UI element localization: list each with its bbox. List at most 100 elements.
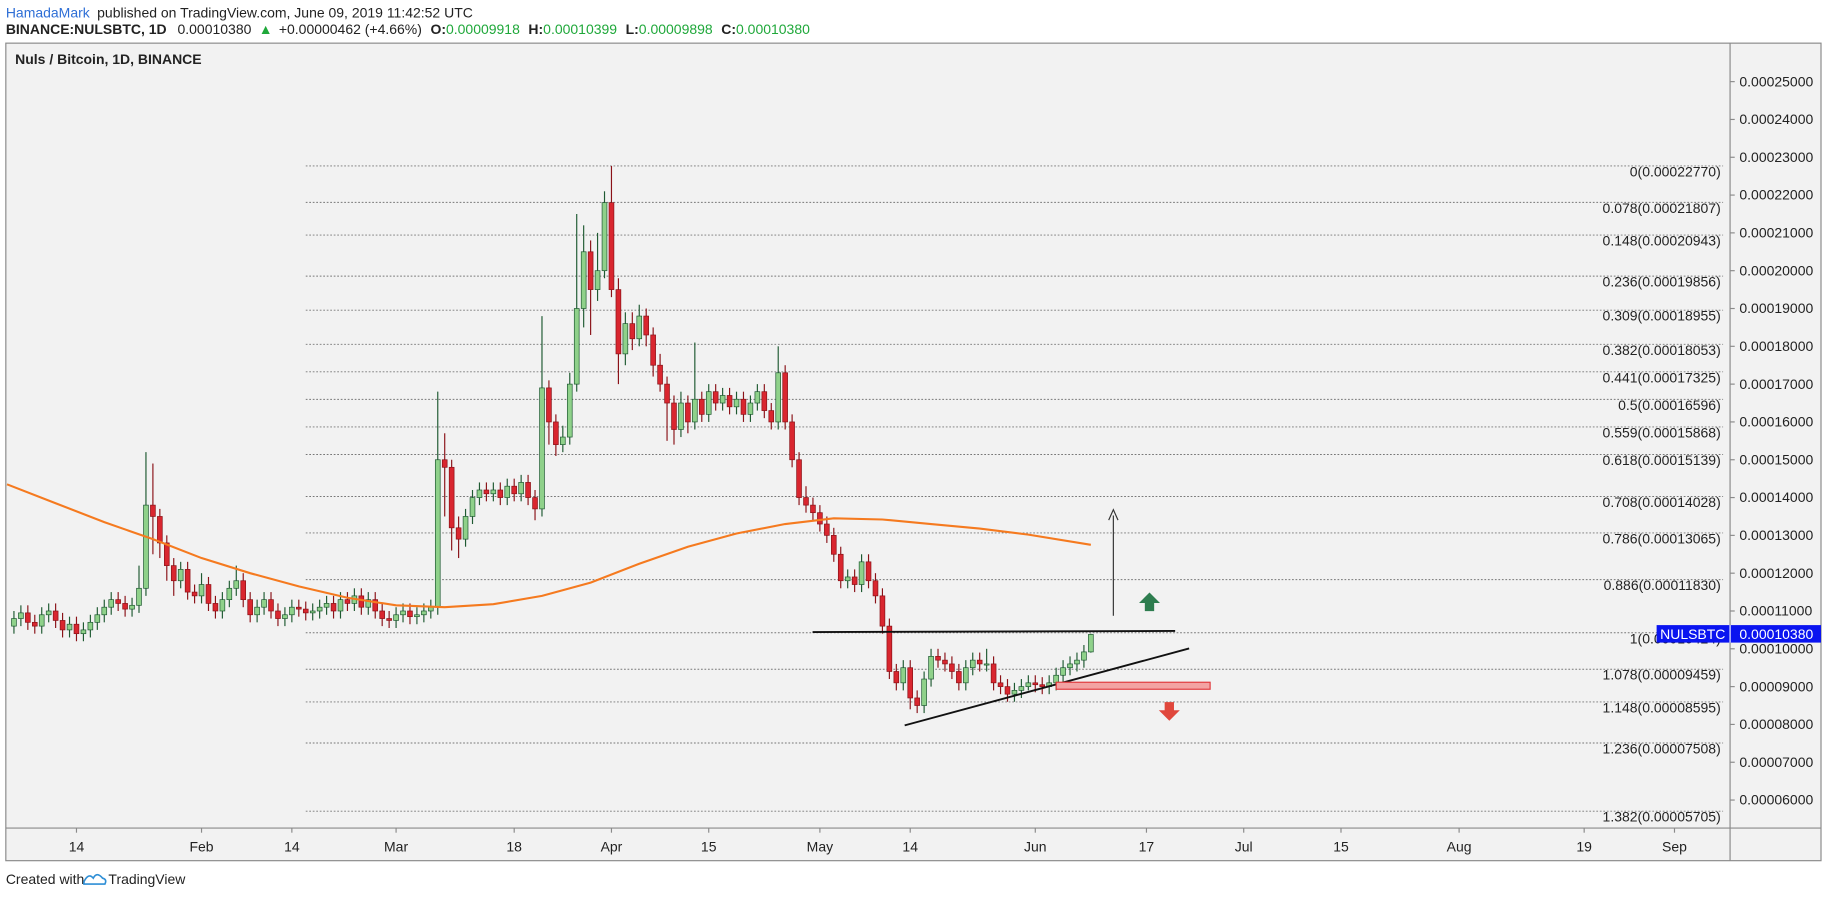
candle-body	[1074, 659, 1080, 665]
candle-body	[671, 402, 677, 430]
candle-body	[94, 614, 101, 623]
candle-body	[407, 610, 413, 618]
candle-body	[824, 523, 830, 536]
candle-body	[365, 599, 372, 608]
candle-body	[560, 436, 566, 445]
candle-body	[212, 603, 219, 612]
candle-body	[629, 323, 636, 340]
candle-body	[1067, 663, 1073, 669]
candle-body	[865, 561, 872, 582]
l-label: L:	[626, 21, 639, 37]
candle-body	[831, 535, 837, 555]
candle-body	[379, 610, 385, 619]
candle-body	[580, 251, 587, 309]
candle-body	[608, 202, 615, 290]
candle-body	[532, 497, 538, 510]
candle-body	[73, 623, 80, 635]
candle-body	[1011, 690, 1018, 695]
candle-body	[747, 402, 754, 415]
candle-body	[956, 671, 962, 684]
symbol: BINANCE:NULSBTC, 1D	[6, 21, 167, 37]
candle-body	[796, 459, 802, 498]
candle-body	[226, 587, 233, 600]
candle-body	[594, 270, 601, 290]
y-tick-label: 0.00019000	[1739, 300, 1813, 316]
candle-body	[1060, 667, 1066, 676]
candle-body	[678, 402, 684, 430]
candle-body	[615, 289, 622, 355]
y-tick-label: 0.00024000	[1739, 111, 1813, 127]
y-tick-label: 0.00007000	[1739, 754, 1813, 770]
candle-body	[1018, 686, 1025, 691]
candle-body	[879, 595, 886, 627]
candle-body	[546, 387, 552, 423]
y-tick-label: 0.00006000	[1739, 792, 1813, 808]
x-tick-label: 14	[284, 838, 300, 854]
up-arrow: ▲	[259, 21, 273, 37]
fib-label: 0.559(0.00015868)	[1603, 424, 1721, 440]
fib-label: 0.708(0.00014028)	[1603, 494, 1721, 510]
candle-body	[448, 466, 455, 529]
candle-body	[587, 251, 594, 290]
chart-title: Nuls / Bitcoin, 1D, BINANCE	[15, 51, 201, 67]
fib-label: 0.309(0.00018955)	[1603, 308, 1721, 324]
candle-body	[434, 459, 441, 608]
candle-body	[45, 610, 52, 616]
x-tick-label: 14	[902, 838, 918, 854]
candle-body	[32, 621, 38, 627]
candle-body	[11, 618, 17, 627]
target-arrow-head	[1108, 508, 1119, 521]
author[interactable]: HamadaMark	[6, 4, 91, 20]
y-tick-label: 0.00022000	[1739, 187, 1813, 203]
candle-body	[240, 580, 247, 600]
candle-body	[170, 565, 177, 582]
y-tick-label: 0.00013000	[1739, 527, 1813, 543]
x-tick-label: 17	[1139, 838, 1155, 854]
footer-created: Created with	[6, 871, 85, 887]
h-value: 0.00010399	[543, 21, 617, 37]
candle-body	[525, 482, 531, 498]
fib-label: 0.5(0.00016596)	[1618, 397, 1721, 413]
y-tick-label: 0.00008000	[1739, 716, 1813, 732]
candle-body	[205, 584, 212, 604]
candle-body	[511, 485, 517, 495]
candle-body	[275, 610, 281, 619]
h-label: H:	[528, 21, 543, 37]
candle-body	[726, 395, 733, 408]
candle-body	[942, 659, 948, 665]
brand-logo	[83, 873, 107, 885]
footer-brand[interactable]: TradingView	[108, 871, 186, 887]
candle-body	[372, 599, 379, 612]
candle-body	[469, 497, 476, 517]
candle-body	[198, 584, 205, 597]
candle-body	[782, 372, 788, 423]
candle-body	[25, 612, 31, 623]
x-tick-label: Mar	[384, 838, 408, 854]
candle-body	[886, 625, 893, 672]
header-line-2: BINANCE:NULSBTC, 1D 0.00010380 ▲ +0.0000…	[6, 21, 810, 37]
candle-body	[59, 620, 66, 631]
candle-body	[302, 608, 309, 614]
candle-body	[761, 391, 768, 411]
y-tick-label: 0.00023000	[1739, 149, 1813, 165]
last-price-tag	[1656, 625, 1822, 643]
header-line-1: HamadaMark published on TradingView.com,…	[6, 4, 473, 20]
candle-body	[184, 569, 191, 593]
candle-body	[949, 663, 955, 672]
fib-label: 0.441(0.00017325)	[1603, 369, 1721, 385]
candle-body	[483, 489, 490, 495]
candle-body	[928, 656, 934, 680]
candle-body	[164, 542, 170, 566]
candle-body	[309, 610, 316, 614]
candle-body	[441, 459, 448, 468]
candle-body	[907, 667, 914, 699]
fib-label: 0.786(0.00013065)	[1603, 530, 1721, 546]
candle-body	[1039, 684, 1046, 687]
candle-body	[636, 315, 643, 340]
y-tick-label: 0.00017000	[1739, 376, 1813, 392]
candle-body	[643, 315, 649, 336]
candle-body	[566, 383, 573, 438]
candle-body	[810, 504, 816, 514]
